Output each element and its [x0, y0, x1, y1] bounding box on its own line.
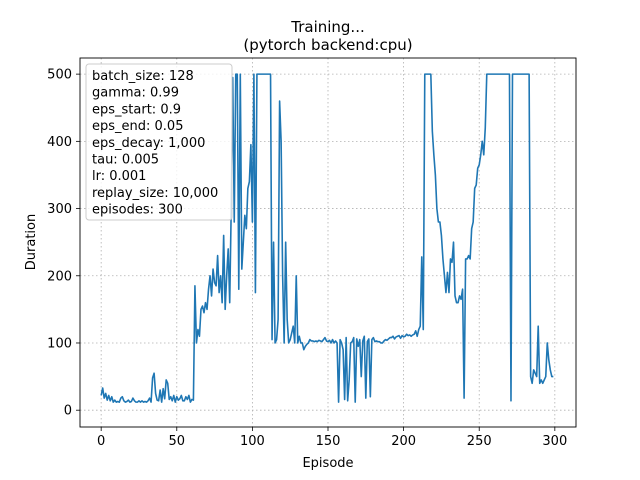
x-tick-label: 100	[240, 434, 265, 449]
x-tick-label: 250	[467, 434, 492, 449]
chart-title: Training...	[290, 18, 365, 36]
duration-line	[100, 73, 554, 403]
legend-entry: gamma: 0.99	[92, 86, 179, 101]
x-tick-label: 200	[391, 434, 416, 449]
legend-entry: replay_size: 10,000	[92, 186, 218, 201]
y-tick-label: 500	[47, 68, 72, 83]
x-tick-label: 150	[316, 434, 341, 449]
x-tick-label: 50	[169, 434, 186, 449]
y-tick-label: 400	[47, 135, 72, 150]
legend-entry: lr: 0.001	[92, 169, 146, 184]
y-tick-label: 100	[47, 336, 72, 351]
x-axis-label: Episode	[302, 456, 353, 471]
axis-ticks: 0 50 100 150 200 250 300 0 100 200 300 400 500	[47, 68, 567, 449]
legend-entry: eps_decay: 1,000	[92, 136, 205, 151]
legend-entry: batch_size: 128	[92, 69, 194, 84]
legend-entry: eps_end: 0.05	[92, 119, 183, 134]
x-tick-label: 300	[542, 434, 567, 449]
legend-box	[85, 63, 233, 221]
grid-lines	[80, 58, 576, 427]
y-tick-label: 300	[47, 202, 72, 217]
chart-subtitle: (pytorch backend:cpu)	[243, 36, 412, 54]
x-tick-label: 0	[97, 434, 105, 449]
legend-entry: episodes: 300	[92, 203, 183, 218]
legend-entry: eps_start: 0.9	[92, 102, 181, 117]
legend-entry: tau: 0.005	[92, 153, 159, 168]
y-tick-label: 200	[47, 269, 72, 284]
y-tick-label: 0	[64, 404, 72, 419]
y-axis-label: Duration	[24, 214, 39, 270]
plot-frame	[79, 57, 577, 428]
